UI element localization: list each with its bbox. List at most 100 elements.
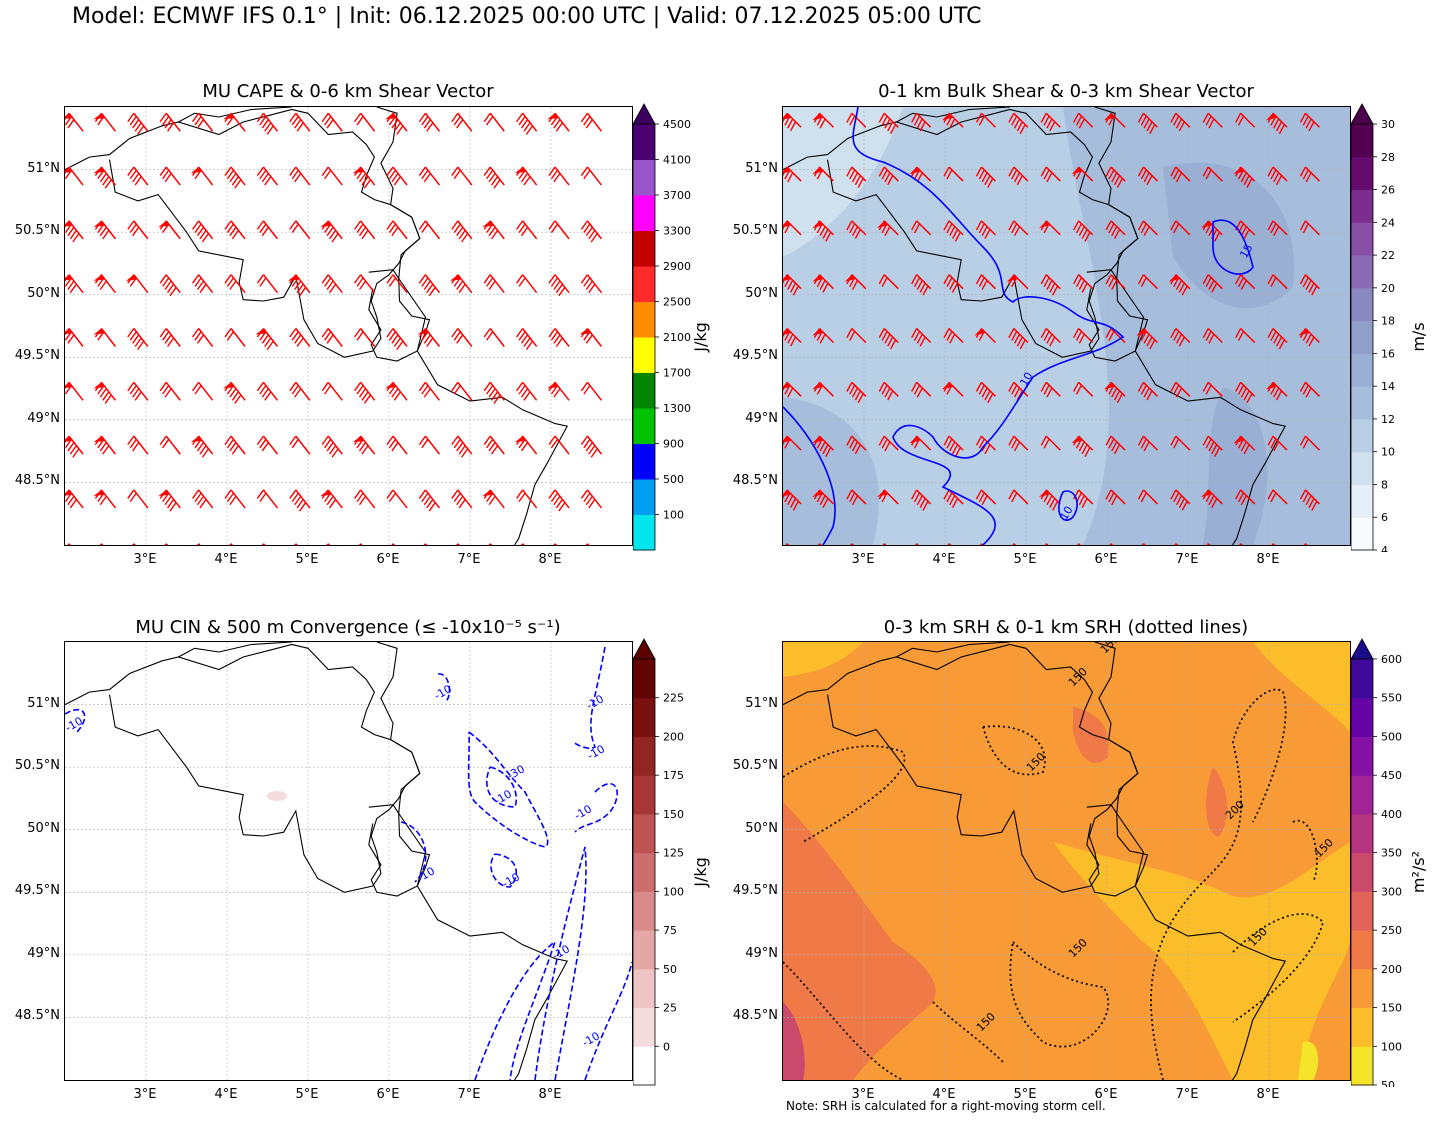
srh-fill	[1073, 707, 1109, 763]
lon-label: 5°E	[295, 552, 319, 567]
lat-label: 51°N	[745, 160, 778, 176]
wind-barb	[846, 435, 867, 455]
wind-barb	[1299, 489, 1320, 511]
colorbar-segment	[633, 301, 655, 338]
wind-barb	[846, 220, 867, 239]
wind-barb	[909, 166, 932, 183]
wind-barb	[1008, 166, 1029, 186]
srh-dotted-contour	[1150, 688, 1287, 1080]
wind-barb	[256, 112, 279, 135]
colorbar-tick-label: 550	[1381, 692, 1402, 705]
lat-label: 50.5°N	[732, 223, 778, 239]
wind-barb	[190, 166, 214, 186]
colorbar-segment	[633, 852, 655, 892]
colorbar-tick-label: 100	[1381, 1040, 1402, 1053]
wind-barb	[1137, 489, 1158, 505]
lon-label: 3°E	[851, 1087, 875, 1102]
colorbar-segment	[1351, 386, 1373, 420]
wind-barb	[516, 489, 538, 509]
colorbar-tick-label: 125	[663, 847, 684, 860]
colorbar-segment	[1351, 124, 1373, 158]
wind-barb	[256, 166, 279, 186]
wind-barb	[548, 274, 570, 297]
wind-barb	[132, 543, 136, 545]
lon-label: 6°E	[376, 1087, 400, 1102]
wind-barb	[483, 112, 505, 132]
country-border	[1086, 269, 1149, 362]
wind-barb	[943, 435, 964, 457]
colorbar-tick-label: 6	[1381, 511, 1388, 524]
wind-barb	[321, 112, 343, 132]
colorbar-tick-label: 4100	[663, 154, 691, 167]
wind-barb	[1170, 435, 1191, 451]
lon-label: 3°E	[133, 552, 157, 567]
wind-barb	[386, 489, 408, 509]
srh-dotted-contour	[932, 1001, 1004, 1063]
country-border	[783, 108, 1139, 358]
wind-barb	[1202, 274, 1223, 293]
wind-barb	[127, 112, 149, 135]
wind-barb	[1039, 489, 1061, 511]
colorbar-tick-label: 18	[1381, 315, 1395, 328]
wind-barb	[547, 381, 570, 401]
lon-label: 6°E	[1094, 552, 1118, 567]
wind-barb	[579, 328, 603, 347]
colorbar-tick-label: 12	[1381, 413, 1395, 426]
wind-barb	[354, 381, 376, 404]
wind-barb	[580, 435, 603, 458]
lat-label: 51°N	[745, 695, 778, 711]
wind-barb	[1137, 381, 1158, 401]
wind-barb	[1103, 112, 1126, 128]
wind-barb	[817, 543, 822, 545]
wind-barb	[943, 274, 964, 293]
convergence-contour	[584, 961, 632, 1080]
map-cape-svg	[65, 107, 632, 545]
lat-label: 50.5°N	[14, 758, 60, 774]
colorbar-label: J/kg	[691, 857, 710, 888]
wind-barb	[385, 381, 408, 401]
colorbar-tick-label: 1300	[663, 402, 691, 415]
colorbar-segment	[1351, 852, 1373, 892]
wind-barb	[941, 112, 964, 129]
colorbar-tick-label: 16	[1381, 347, 1395, 360]
colorbar-tick-label: 8	[1381, 478, 1388, 491]
lon-label: 4°E	[932, 1087, 956, 1102]
wind-barb	[224, 274, 246, 294]
wind-barb	[975, 166, 996, 188]
wind-barb	[158, 489, 181, 512]
colorbar-segment	[1351, 189, 1373, 223]
convergence-contour	[490, 853, 518, 888]
wind-barb	[580, 112, 603, 132]
wind-barb	[547, 112, 570, 132]
wind-barb	[482, 220, 505, 240]
wind-barb	[812, 112, 834, 129]
panel-title-cape: MU CAPE & 0-6 km Shear Vector	[202, 81, 494, 102]
colorbar-segment	[633, 337, 655, 373]
map-srh: 150 150 150 200 150 150 150 150	[782, 641, 1351, 1081]
colorbar-tick-label: 900	[663, 438, 684, 451]
wind-barb	[975, 381, 996, 404]
wind-barb	[911, 112, 932, 132]
wind-barb	[386, 435, 408, 455]
wind-barb	[93, 328, 117, 347]
colorbar-tick-label: 300	[1381, 885, 1402, 898]
wind-barb	[451, 112, 473, 132]
wind-barb	[289, 112, 311, 132]
wind-barb	[785, 543, 790, 545]
lon-label: 4°E	[932, 552, 956, 567]
wind-barb	[321, 274, 343, 294]
wind-barb	[1008, 435, 1029, 452]
colorbar-tick-label: 3700	[663, 189, 691, 202]
wind-barb	[127, 435, 149, 455]
wind-barb	[127, 166, 149, 186]
colorbar-tick-label: 3300	[663, 225, 691, 238]
wind-barb	[1006, 274, 1029, 290]
lon-label: 6°E	[376, 552, 400, 567]
lat-label: 50°N	[745, 820, 778, 836]
wind-barb	[256, 435, 279, 455]
wind-barb	[418, 274, 441, 297]
lat-label: 48.5°N	[732, 473, 778, 489]
wind-barb	[943, 166, 964, 182]
colorbar-segment	[633, 697, 655, 737]
wind-barb	[1202, 166, 1223, 182]
